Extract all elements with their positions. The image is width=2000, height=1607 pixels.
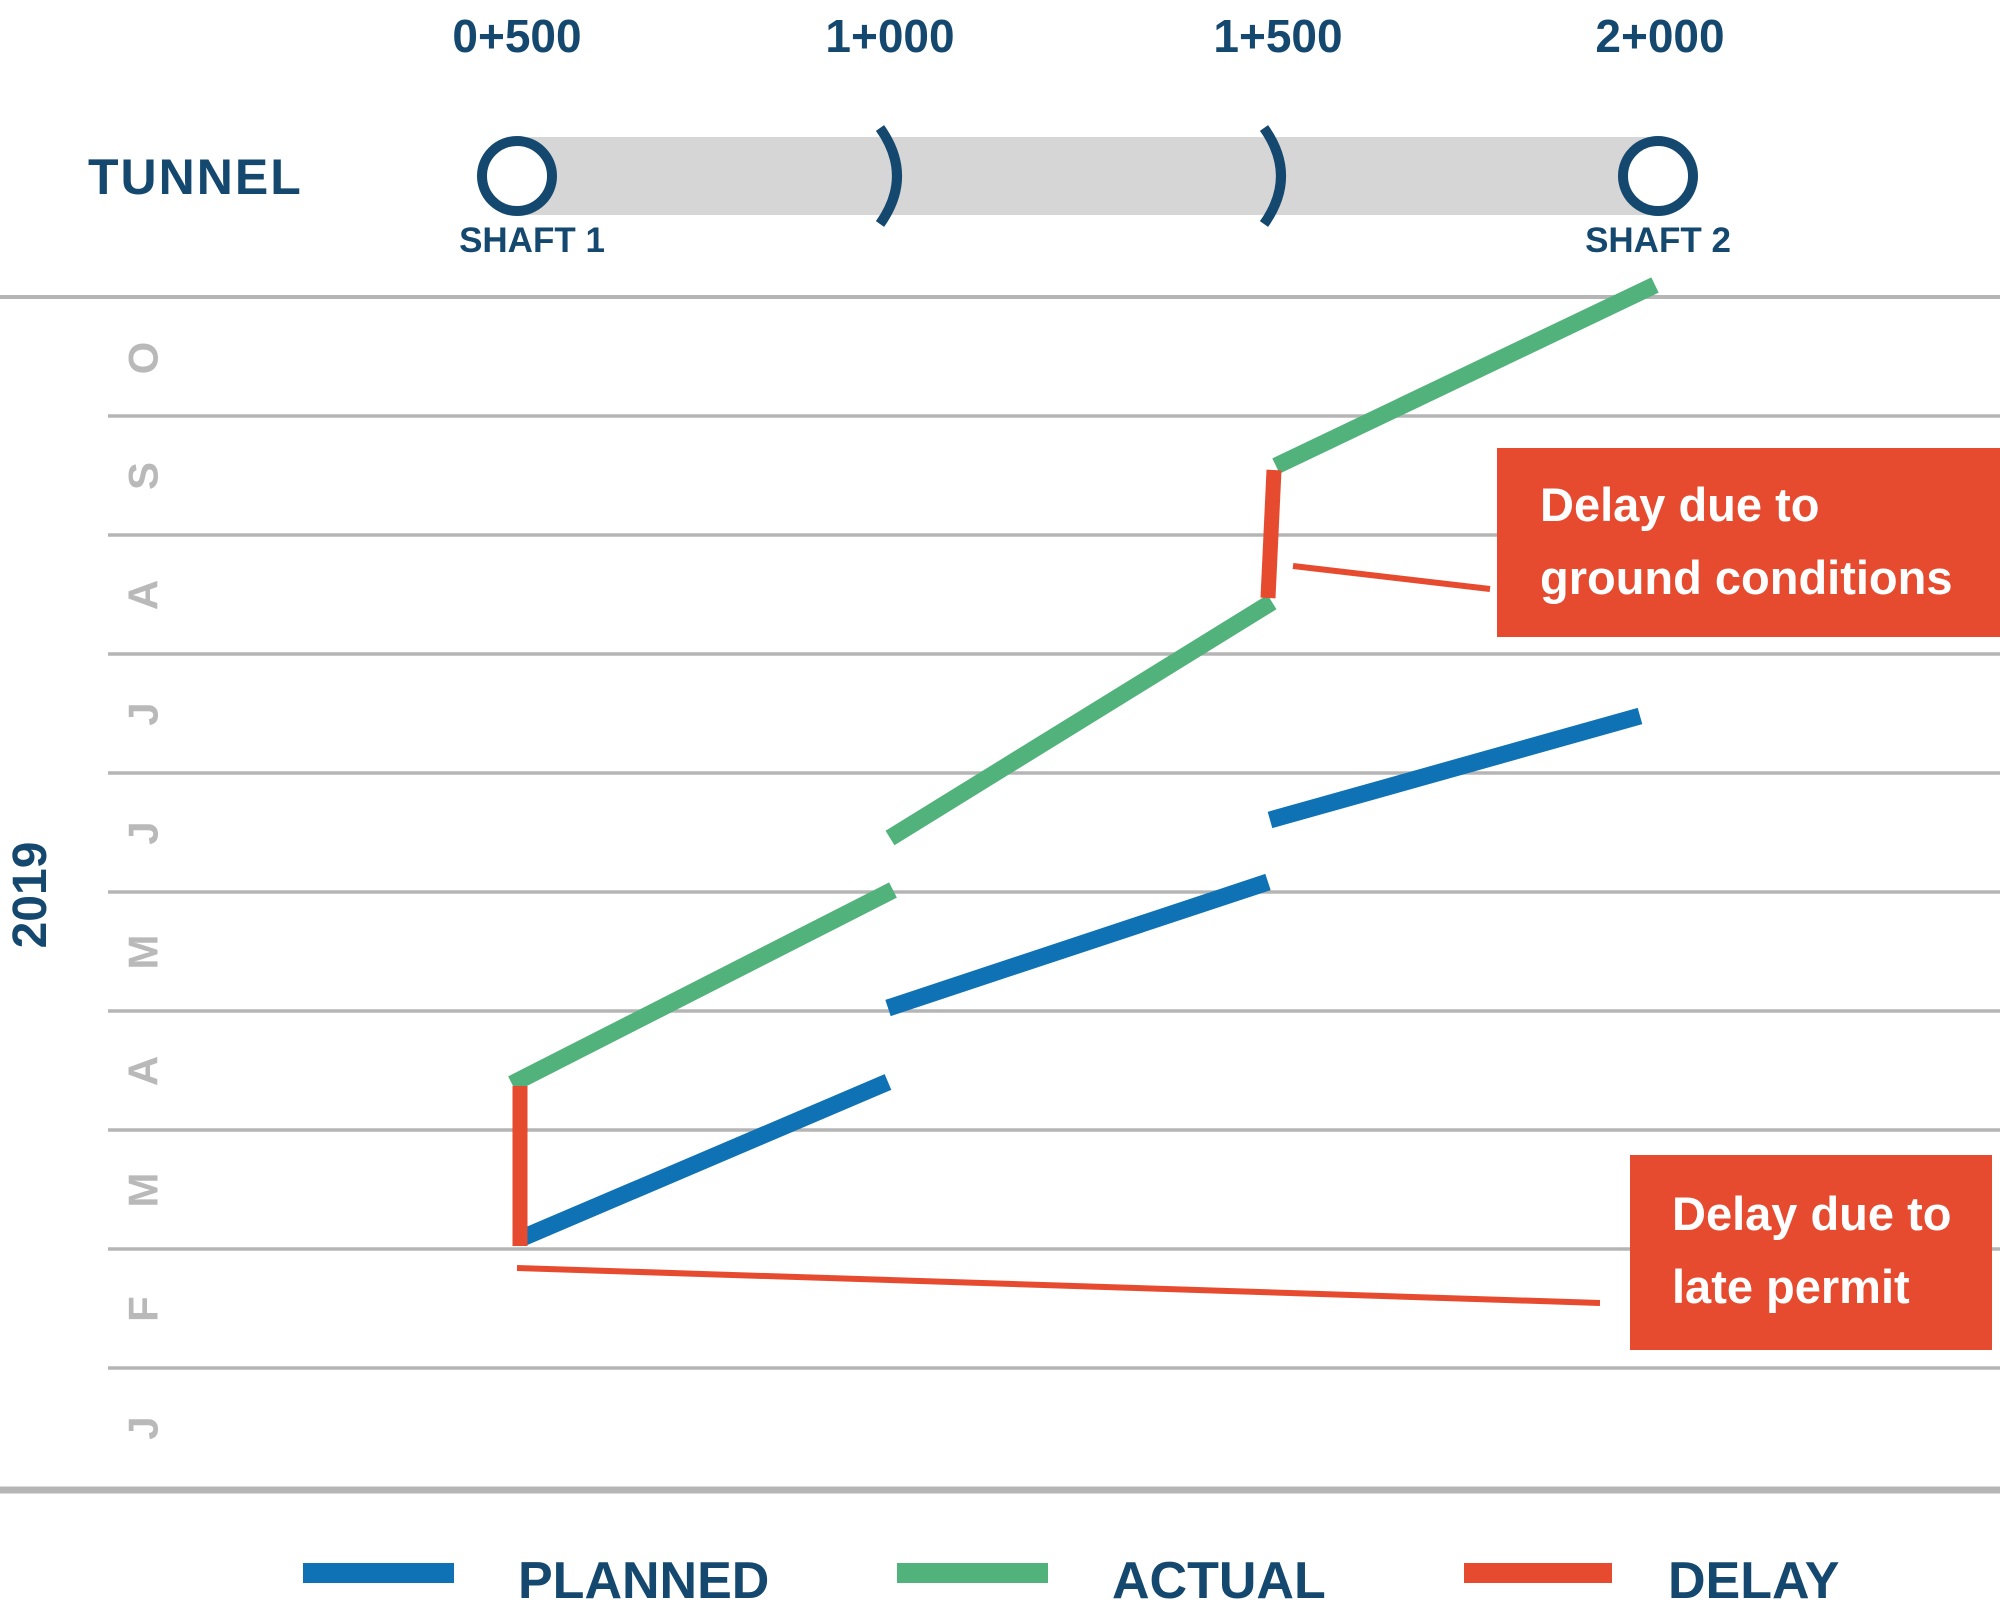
legend-label-actual: ACTUAL — [1112, 1552, 1326, 1607]
breakthrough-arc-1000 — [875, 125, 902, 227]
shaft-1-circle — [477, 136, 557, 216]
annotation-ground-line1: Delay due to — [1540, 478, 1819, 531]
month-label-sep: S — [120, 462, 167, 490]
breakthrough-arc-1500 — [1259, 125, 1286, 227]
tunnel-schematic: TUNNEL 0+500 1+000 1+500 2+000 SHAFT 1 S… — [88, 10, 1731, 260]
annotation-permit-line1: Delay due to — [1672, 1187, 1951, 1240]
legend-label-delay: DELAY — [1668, 1552, 1839, 1607]
annotation-permit-line2: late permit — [1672, 1260, 1910, 1313]
annotation-connector-late-permit — [516, 1265, 1601, 1306]
chainage-label-2000: 2+000 — [1595, 10, 1724, 62]
annotation-box-permit-rect — [1630, 1155, 1992, 1350]
tunnel-bar — [515, 137, 1658, 215]
time-axis-labels: 2019 J F M A M J J A S O — [4, 342, 167, 1440]
annotation-box-ground-conditions: Delay due to ground conditions — [1497, 448, 2000, 637]
month-label-may: M — [120, 935, 167, 970]
month-label-aug: A — [120, 580, 167, 610]
chainage-label-0500: 0+500 — [452, 10, 581, 62]
annotation-box-ground-rect — [1497, 448, 2000, 637]
legend-swatch-delay — [1464, 1563, 1612, 1583]
month-label-apr: A — [120, 1056, 167, 1086]
actual-line-segment-2 — [885, 594, 1277, 846]
chainage-label-1000: 1+000 — [825, 10, 954, 62]
month-label-feb: F — [120, 1296, 167, 1322]
year-label: 2019 — [4, 842, 57, 949]
actual-line-segment-1 — [508, 882, 897, 1092]
chart-grid — [0, 295, 2000, 1494]
month-label-mar: M — [120, 1173, 167, 1208]
shaft-2-circle — [1618, 136, 1698, 216]
planned-line-segment-2 — [885, 873, 1271, 1017]
actual-line-segment-3 — [1272, 277, 1659, 474]
annotation-box-late-permit: Delay due to late permit — [1630, 1155, 1992, 1350]
annotation-connector-ground-conditions — [1292, 563, 1491, 592]
legend-label-planned: PLANNED — [518, 1552, 769, 1607]
actual-series — [508, 277, 1659, 1092]
planned-line-segment-1 — [518, 1074, 892, 1246]
legend-swatch-planned — [303, 1563, 454, 1583]
delay-series — [512, 469, 1601, 1306]
month-label-oct: O — [120, 342, 167, 375]
legend-swatch-actual — [897, 1563, 1048, 1583]
tunnel-title: TUNNEL — [88, 149, 303, 205]
shaft-2-label: SHAFT 2 — [1585, 221, 1731, 260]
chainage-label-1500: 1+500 — [1213, 10, 1342, 62]
month-label-jan: J — [120, 1416, 167, 1439]
chart-legend: PLANNED ACTUAL DELAY — [303, 1552, 1839, 1607]
annotation-ground-line2: ground conditions — [1540, 551, 1953, 604]
month-label-jul: J — [120, 702, 167, 725]
planned-series — [518, 707, 1643, 1246]
delay-bar-ground-conditions — [1260, 469, 1282, 599]
month-label-jun: J — [120, 821, 167, 844]
shaft-1-label: SHAFT 1 — [459, 221, 605, 260]
planned-line-segment-3 — [1267, 707, 1643, 829]
